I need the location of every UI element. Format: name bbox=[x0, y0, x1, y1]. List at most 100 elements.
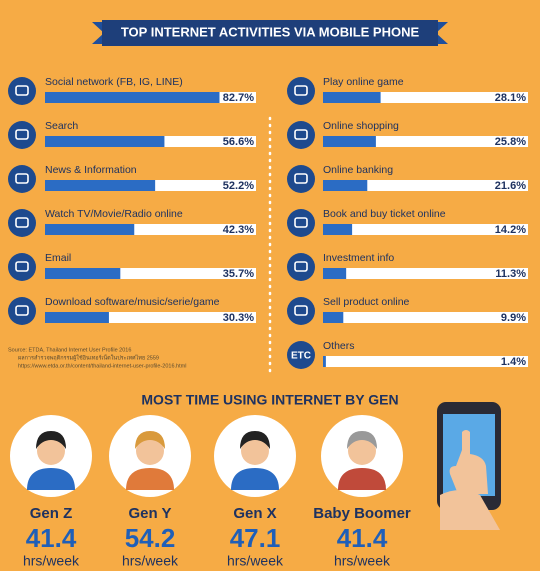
bar bbox=[45, 136, 165, 147]
bar bbox=[45, 268, 121, 279]
icon bbox=[8, 77, 36, 105]
avatar-body bbox=[126, 468, 174, 490]
activity-label: Others bbox=[323, 340, 355, 352]
title-banner bbox=[102, 20, 438, 46]
activity-label: Online banking bbox=[323, 164, 393, 176]
bar bbox=[323, 180, 368, 191]
avatar-body bbox=[231, 468, 279, 490]
avatar-hair bbox=[240, 431, 270, 449]
value-label: 30.3% bbox=[223, 312, 254, 324]
icon-glyph bbox=[294, 85, 308, 96]
icon bbox=[287, 165, 315, 193]
activity-label: Play online game bbox=[323, 76, 404, 88]
activity-label: News & Information bbox=[45, 164, 137, 176]
bar bbox=[323, 356, 326, 367]
source-text: https://www.etda.or.th/content/thailand-… bbox=[18, 363, 186, 369]
bar-track bbox=[323, 180, 528, 191]
icon bbox=[287, 209, 315, 237]
gen-name: Gen Z bbox=[30, 505, 73, 522]
avatar-head bbox=[136, 437, 164, 465]
value-label: 35.7% bbox=[223, 268, 254, 280]
bar-track bbox=[323, 312, 528, 323]
title: TOP INTERNET ACTIVITIES VIA MOBILE PHONE bbox=[121, 24, 420, 39]
icon-glyph bbox=[15, 305, 29, 316]
gen-value: 41.4 bbox=[337, 523, 388, 553]
source-text: ผลการสำรวจพฤติกรรมผู้ใช้อินเทอร์เน็ตในปร… bbox=[18, 353, 159, 361]
gen-name: Gen Y bbox=[128, 505, 171, 522]
phone bbox=[437, 402, 501, 530]
bar-track bbox=[323, 268, 528, 279]
bar bbox=[323, 136, 376, 147]
activity-label: Sell product online bbox=[323, 296, 410, 308]
activity-label: Download software/music/serie/game bbox=[45, 296, 220, 308]
icon-glyph bbox=[294, 129, 308, 140]
bar bbox=[45, 92, 220, 103]
gen-value: 41.4 bbox=[26, 523, 77, 553]
avatar-body bbox=[338, 468, 386, 490]
bar bbox=[323, 312, 344, 323]
icon bbox=[287, 121, 315, 149]
icon-glyph bbox=[15, 217, 29, 228]
bar-track bbox=[323, 92, 528, 103]
value-label: 9.9% bbox=[501, 312, 526, 324]
bar bbox=[45, 180, 156, 191]
value-label: 25.8% bbox=[495, 136, 526, 148]
bar bbox=[323, 224, 353, 235]
bar-track bbox=[323, 136, 528, 147]
avatar-head bbox=[37, 437, 65, 465]
value-label: 21.6% bbox=[495, 180, 526, 192]
activity-label: Online shopping bbox=[323, 120, 399, 132]
icon-text: ETC bbox=[291, 351, 311, 362]
icon-glyph bbox=[294, 261, 308, 272]
value-label: 28.1% bbox=[495, 92, 526, 104]
activity-label: Investment info bbox=[323, 252, 394, 264]
icon bbox=[8, 121, 36, 149]
icon bbox=[8, 253, 36, 281]
icon-glyph bbox=[294, 217, 308, 228]
icon bbox=[8, 209, 36, 237]
activity-label: Email bbox=[45, 252, 71, 264]
bar-track bbox=[45, 312, 256, 323]
activity-label: Social network (FB, IG, LINE) bbox=[45, 76, 183, 88]
icon bbox=[287, 77, 315, 105]
icon-glyph bbox=[15, 173, 29, 184]
avatar-hair bbox=[347, 431, 377, 449]
activity-label: Search bbox=[45, 120, 78, 132]
bar bbox=[323, 92, 381, 103]
gen-unit: hrs/week bbox=[122, 553, 179, 569]
icon bbox=[287, 297, 315, 325]
icon bbox=[287, 341, 315, 369]
icon-glyph bbox=[294, 173, 308, 184]
activity-label: Book and buy ticket online bbox=[323, 208, 446, 220]
value-label: 52.2% bbox=[223, 180, 254, 192]
gen-value: 47.1 bbox=[230, 523, 281, 553]
icon-glyph bbox=[15, 85, 29, 96]
value-label: 56.6% bbox=[223, 136, 254, 148]
avatar-hair bbox=[36, 431, 66, 449]
icon bbox=[8, 297, 36, 325]
bar-track bbox=[45, 268, 256, 279]
bar bbox=[45, 224, 135, 235]
gen-name: Gen X bbox=[233, 505, 276, 522]
value-label: 42.3% bbox=[223, 224, 254, 236]
bar-track bbox=[323, 356, 528, 367]
bar-track bbox=[45, 224, 256, 235]
value-label: 82.7% bbox=[223, 92, 254, 104]
gen-name: Baby Boomer bbox=[313, 505, 411, 522]
bar bbox=[323, 268, 347, 279]
icon-glyph bbox=[294, 305, 308, 316]
value-label: 11.3% bbox=[495, 268, 526, 280]
gen-unit: hrs/week bbox=[23, 553, 80, 569]
gen-unit: hrs/week bbox=[334, 553, 391, 569]
icon bbox=[287, 253, 315, 281]
gen-value: 54.2 bbox=[125, 523, 176, 553]
avatar-hair bbox=[135, 431, 165, 449]
avatar-body bbox=[27, 468, 75, 490]
icon-glyph bbox=[15, 129, 29, 140]
gen-title: MOST TIME USING INTERNET BY GEN bbox=[141, 392, 398, 408]
avatar-head bbox=[241, 437, 269, 465]
value-label: 1.4% bbox=[501, 356, 526, 368]
icon-glyph bbox=[15, 261, 29, 272]
bar-track bbox=[323, 224, 528, 235]
